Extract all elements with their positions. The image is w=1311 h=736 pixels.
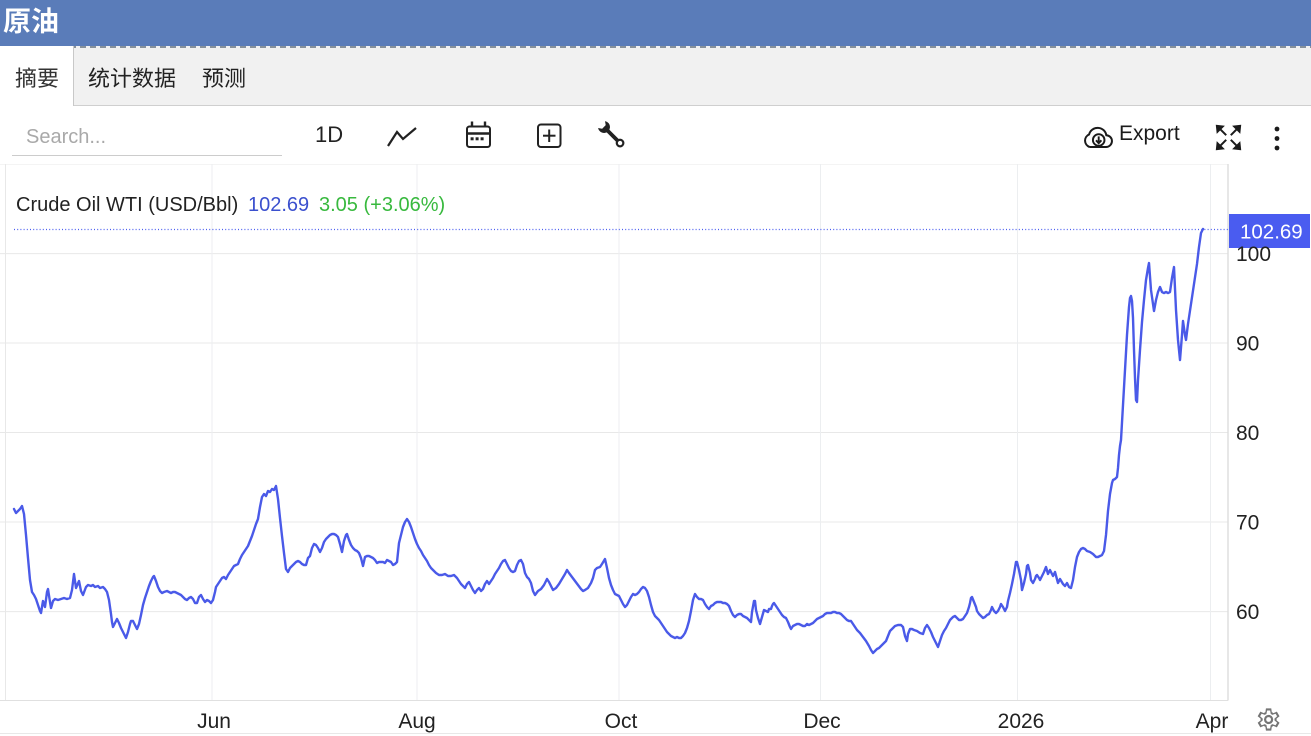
svg-text:102.69: 102.69 bbox=[248, 194, 309, 216]
svg-text:90: 90 bbox=[1236, 333, 1259, 356]
svg-text:Oct: Oct bbox=[605, 710, 638, 733]
svg-text:2026: 2026 bbox=[998, 710, 1045, 733]
svg-text:3.05 (+3.06%): 3.05 (+3.06%) bbox=[319, 194, 445, 216]
svg-text:80: 80 bbox=[1236, 422, 1259, 445]
svg-text:Aug: Aug bbox=[398, 710, 435, 733]
svg-text:102.69: 102.69 bbox=[1240, 221, 1303, 244]
svg-text:Apr: Apr bbox=[1196, 710, 1229, 733]
svg-text:100: 100 bbox=[1236, 243, 1271, 266]
svg-text:Dec: Dec bbox=[803, 710, 840, 733]
svg-text:Crude Oil WTI (USD/Bbl): Crude Oil WTI (USD/Bbl) bbox=[16, 194, 238, 216]
svg-text:70: 70 bbox=[1236, 512, 1259, 535]
svg-text:60: 60 bbox=[1236, 601, 1259, 624]
svg-text:Jun: Jun bbox=[197, 710, 231, 733]
